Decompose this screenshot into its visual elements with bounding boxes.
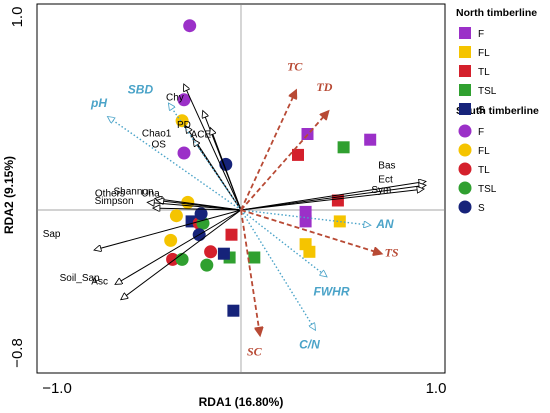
point-south-f-16: [183, 19, 197, 33]
legend: North timberline South timberline F FL TL T…: [456, 7, 539, 214]
species-label-others: Others: [95, 188, 125, 199]
legend-swatch-north-fl: [459, 46, 471, 58]
env-blue-arrow-ph: [108, 117, 242, 211]
env-blue-arrow-fwhr: [240, 209, 327, 277]
point-south-f-18: [177, 146, 191, 160]
species-arrow-chy: [184, 85, 242, 211]
legend-swatch-north-tl: [459, 65, 471, 77]
species-arrow-others: [148, 202, 242, 211]
species-label-bas: Bas: [378, 161, 395, 172]
env-blue-arrow-c-n: [240, 209, 315, 330]
x-tick-label-min: −1.0: [42, 380, 72, 397]
env-blue-arrow-an: [240, 209, 370, 225]
species-arrow-asc: [121, 209, 242, 299]
species-arrow-os: [194, 140, 242, 211]
species-label-asc: Asc: [91, 276, 108, 287]
legend-swatch-north-s: [459, 103, 471, 115]
point-south-tsl-27: [175, 252, 189, 266]
species-label-os: OS: [152, 140, 167, 151]
legend-swatch-south-s: [458, 200, 472, 214]
x-axis-title: RDA1 (16.80%): [199, 395, 284, 409]
legend-label-north-tl: TL: [478, 67, 490, 78]
species-label-una: Una: [141, 189, 160, 200]
legend-title-south: South timberline: [456, 105, 539, 117]
legend-title-north: North timberline: [456, 7, 537, 19]
legend-label-south-tsl: TSL: [478, 184, 497, 195]
legend-swatch-south-tl: [458, 162, 472, 176]
point-south-tsl-28: [200, 258, 214, 272]
species-label-chao1: Chao1: [142, 128, 172, 139]
x-tick-label-max: 1.0: [426, 380, 447, 397]
legend-swatch-south-fl: [458, 143, 472, 157]
env-red-arrow-sc: [240, 209, 260, 335]
env-blue-label-fwhr: FWHR: [314, 285, 350, 299]
legend-label-south-s: S: [478, 203, 485, 214]
legend-swatch-north-f: [459, 27, 471, 39]
env-red-arrow-tc: [240, 90, 296, 211]
env-red-label-ts: TS: [385, 246, 399, 260]
legend-label-south-tl: TL: [478, 165, 490, 176]
species-label-sym: Sym: [371, 185, 391, 196]
env-blue-label-c-n: C/N: [299, 338, 320, 352]
env-blue-label-ph: pH: [90, 96, 107, 110]
species-arrow-ace: [211, 128, 242, 211]
y-axis-title: RDA2 (9.15%): [2, 156, 16, 234]
species-label-soil-sap: Soil_Sap: [60, 273, 100, 284]
legend-swatch-north-tsl: [459, 84, 471, 96]
env-red-arrow-ts: [240, 209, 382, 254]
species-arrow-soil-sap: [116, 209, 242, 284]
point-south-fl-21: [164, 233, 178, 247]
env-blue-label-sbd: SBD: [128, 83, 154, 97]
point-north-tsl-10: [337, 141, 350, 154]
point-south-tl-25: [204, 245, 218, 259]
point-north-fl-4: [333, 215, 346, 228]
point-north-s-14: [217, 247, 230, 260]
species-label-chy: Chy: [166, 93, 184, 104]
point-south-fl-22: [169, 209, 183, 223]
y-tick-label-max: 1.0: [9, 7, 26, 28]
point-north-tsl-11: [248, 251, 261, 264]
species-label-pd: PD: [177, 120, 191, 131]
point-north-f-3: [299, 215, 312, 228]
species-label-sap: Sap: [43, 229, 61, 240]
legend-label-north-fl: FL: [478, 48, 490, 59]
biplot-arrows: [95, 85, 426, 336]
point-south-s-31: [194, 207, 208, 221]
env-red-arrow-td: [240, 111, 328, 211]
species-arrow-simpson: [154, 208, 242, 210]
point-north-f-2: [299, 205, 312, 218]
legend-label-north-s: S: [478, 105, 485, 116]
point-north-fl-6: [303, 245, 316, 258]
species-label-ace: ACE: [191, 129, 212, 140]
point-north-f-1: [364, 133, 377, 146]
species-arrow-bas: [240, 182, 425, 211]
y-tick-label-min: −0.8: [9, 338, 26, 368]
species-arrow-ect: [240, 185, 425, 211]
point-north-tl-7: [292, 148, 304, 161]
env-red-label-tc: TC: [287, 59, 303, 73]
species-arrow-sap: [95, 209, 242, 250]
species-label-simpson: Simpson: [95, 196, 134, 207]
legend-label-south-f: F: [478, 127, 484, 138]
species-label-ect: Ect: [378, 174, 393, 185]
legend-label-north-tsl: TSL: [478, 86, 497, 97]
legend-label-north-f: F: [478, 29, 484, 40]
species-label-shannon: Shannon: [114, 187, 154, 198]
env-blue-arrow-sbd: [169, 104, 242, 211]
point-south-f-17: [177, 93, 191, 107]
point-north-s-15: [227, 304, 240, 317]
env-blue-label-an: AN: [375, 217, 394, 231]
sample-points: [164, 19, 377, 317]
env-red-label-td: TD: [316, 80, 332, 94]
species-arrow-sym: [240, 189, 423, 211]
legend-label-south-fl: FL: [478, 146, 490, 157]
env-red-label-sc: SC: [247, 344, 263, 358]
legend-swatch-south-f: [458, 124, 472, 138]
point-south-tl-24: [166, 252, 180, 266]
point-north-tl-9: [225, 228, 238, 241]
legend-swatch-south-tsl: [458, 181, 472, 195]
